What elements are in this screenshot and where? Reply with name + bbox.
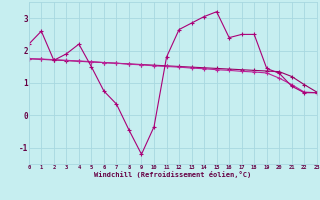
X-axis label: Windchill (Refroidissement éolien,°C): Windchill (Refroidissement éolien,°C) bbox=[94, 171, 252, 178]
